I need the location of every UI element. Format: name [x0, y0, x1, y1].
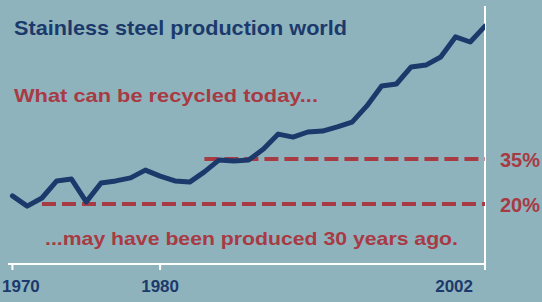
reference-line [42, 202, 485, 206]
x-tick-label: 2002 [435, 277, 473, 296]
x-tick [484, 264, 486, 270]
annotation: What can be recycled today... [14, 85, 318, 106]
x-tick [11, 264, 13, 270]
x-tick-label: 1970 [2, 277, 40, 296]
annotation: ...may have been produced 30 years ago. [45, 228, 458, 249]
chart: 1970 1980 2002 35% 20% Stainless steel produc… [0, 0, 542, 302]
plot-area [12, 26, 485, 206]
background [0, 0, 542, 302]
x-axis [8, 263, 485, 265]
production-line [12, 26, 485, 206]
x-tick-label: 1980 [141, 277, 179, 296]
reference-label: 20% [500, 194, 540, 216]
reference-label: 35% [500, 149, 540, 171]
title: Stainless steel production world [14, 16, 347, 39]
x-tick [159, 264, 161, 270]
y-range-line [484, 6, 486, 264]
